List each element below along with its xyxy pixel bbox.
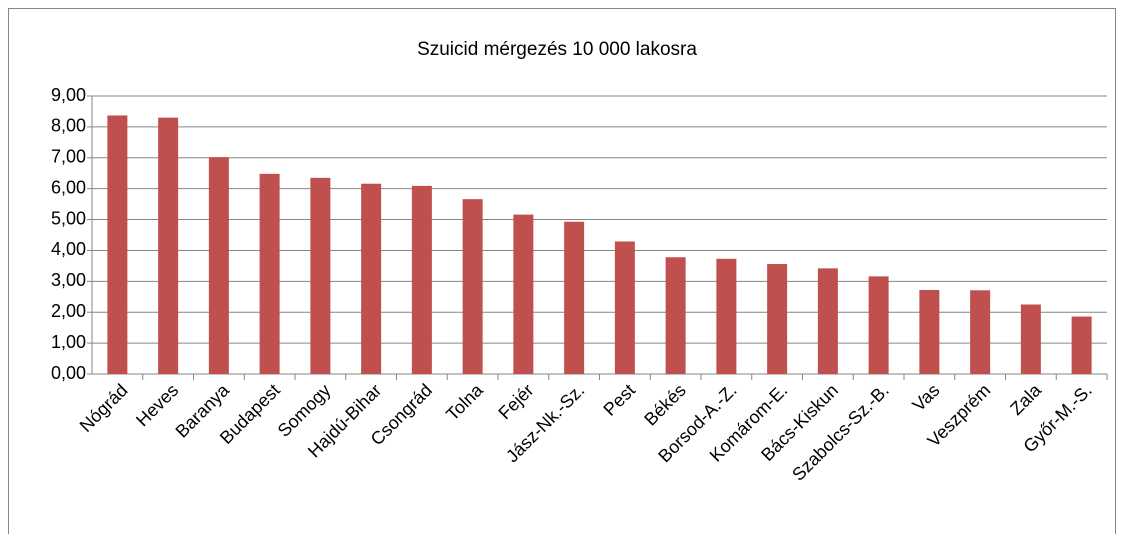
y-tick-label: 1,00: [51, 332, 86, 352]
y-tick-label: 4,00: [51, 239, 86, 259]
y-tick-label: 2,00: [51, 301, 86, 321]
bar: [462, 199, 483, 374]
y-tick-label: 9,00: [51, 85, 86, 105]
bar: [158, 117, 179, 374]
bar: [310, 177, 331, 374]
y-tick-label: 8,00: [51, 116, 86, 136]
bar: [564, 221, 585, 374]
chart-title: Szuicid mérgezés 10 000 lakosra: [417, 39, 697, 60]
y-tick-label: 5,00: [51, 208, 86, 228]
y-tick-label: 3,00: [51, 270, 86, 290]
bar: [1020, 304, 1041, 374]
bar: [716, 258, 737, 374]
bar: [361, 183, 382, 374]
bar: [1071, 316, 1092, 374]
bar: [970, 290, 991, 374]
y-tick-label: 0,00: [51, 363, 86, 383]
bar: [767, 264, 788, 374]
bar: [614, 241, 635, 374]
bar: [817, 268, 838, 374]
bar: [208, 157, 229, 374]
bar: [513, 214, 534, 374]
y-tick-label: 7,00: [51, 147, 86, 167]
bar: [868, 276, 889, 374]
y-tick-label: 6,00: [51, 177, 86, 197]
bar: [919, 289, 940, 374]
bar: [665, 257, 686, 374]
bar: [259, 173, 280, 374]
bar: [411, 185, 432, 374]
bar: [107, 115, 128, 375]
